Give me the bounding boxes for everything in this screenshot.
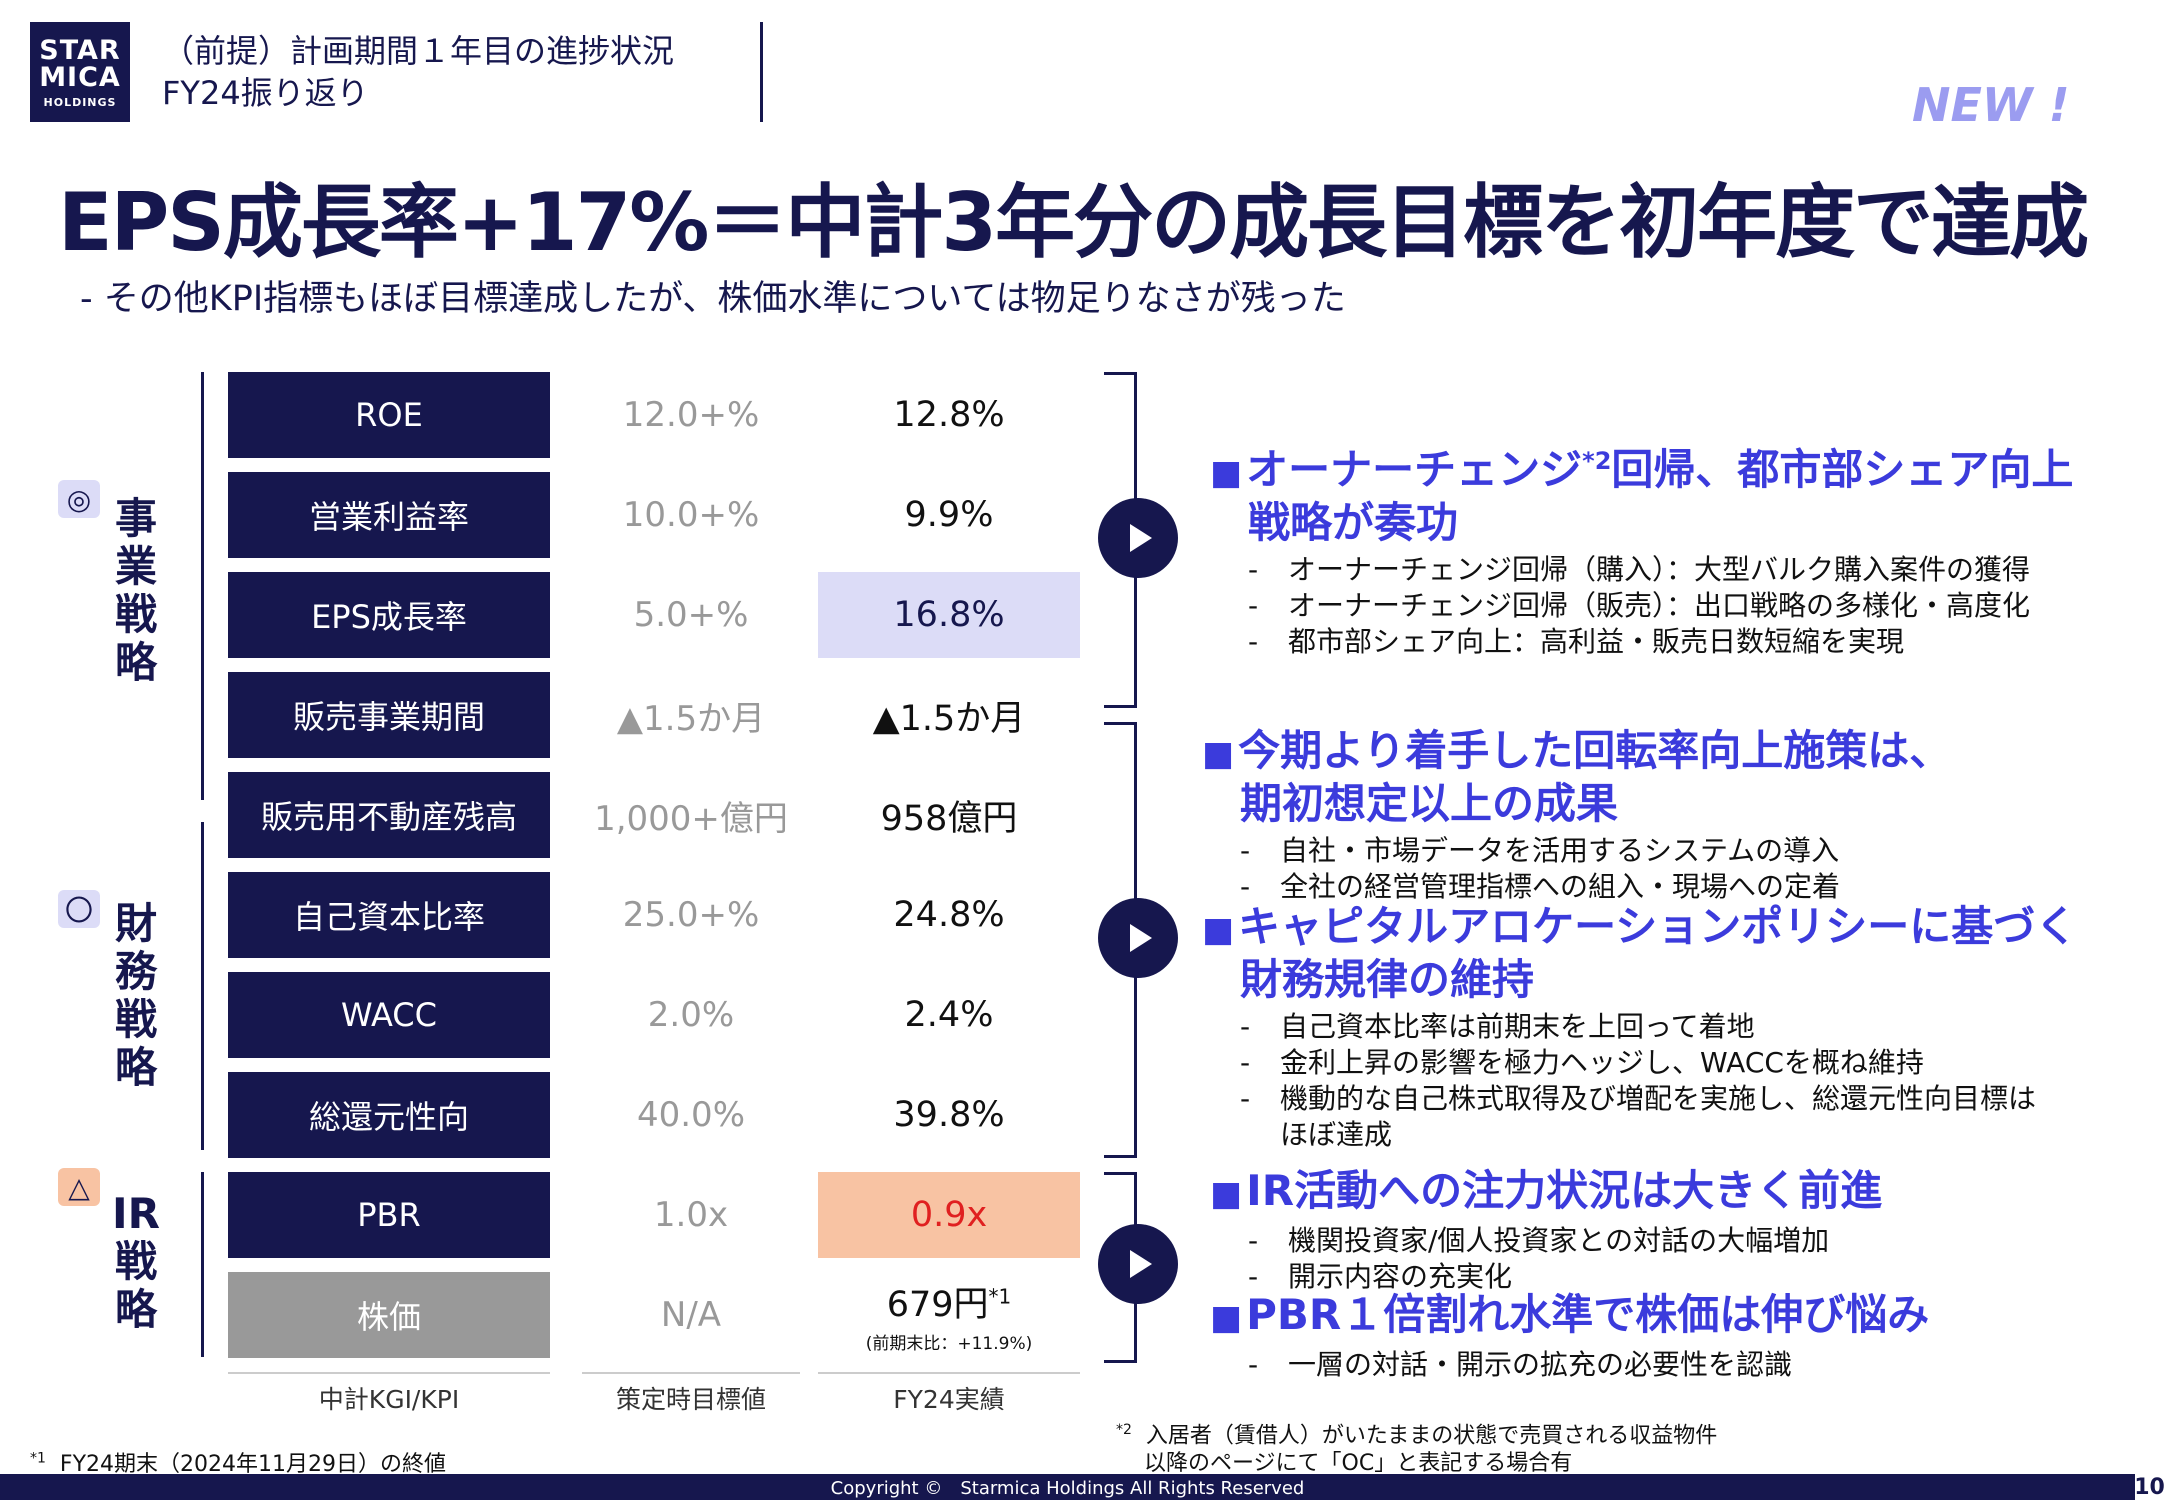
- footnote-ref: *1: [988, 1284, 1012, 1309]
- double-circle-icon: ◎: [58, 480, 100, 518]
- target-value: 1.0x: [653, 1195, 729, 1235]
- kpi-label-wacc: WACC: [228, 972, 550, 1058]
- kpi-label-stock-price: 株価: [228, 1272, 550, 1358]
- section-ir: ■IR活動への注力状況は大きく前進 - 機関投資家/個人投資家との対話の大幅増加 …: [1210, 1166, 1882, 1295]
- actual-value: 39.8%: [893, 1095, 1005, 1135]
- section-heading: ■キャピタルアロケーションポリシーに基づく 財務規律の維持: [1202, 902, 2078, 1004]
- kpi-label-eps-growth: EPS成長率: [228, 572, 550, 658]
- kpi-label-equity-ratio: 自己資本比率: [228, 872, 550, 958]
- arrow-right-icon: [1098, 898, 1178, 978]
- section-bullets: - 機関投資家/個人投資家との対話の大幅増加 - 開示内容の充実化: [1248, 1224, 1830, 1293]
- actual-value: 2.4%: [904, 995, 994, 1035]
- target-value: ▲1.5か月: [616, 698, 766, 739]
- footer-copyright: Copyright © Starmica Holdings All Rights…: [0, 1474, 2135, 1500]
- section-pbr: ■PBR１倍割れ水準で株価は伸び悩み - 一層の対話・開示の拡充の必要性を認識: [1210, 1290, 1929, 1383]
- section-heading: ■IR活動への注力状況は大きく前進: [1210, 1166, 1883, 1215]
- square-bullet-icon: ■: [1210, 1174, 1243, 1214]
- footnote-1: *1 FY24期末（2024年11月29日）の終値: [30, 1450, 446, 1477]
- column-header-target: 策定時目標値: [615, 1385, 766, 1414]
- circle-icon: 〇: [58, 890, 100, 928]
- page-number: 10: [2134, 1474, 2165, 1500]
- section-bullets: - オーナーチェンジ回帰（購入）：大型バルク購入案件の獲得 - オーナーチェンジ回帰…: [1248, 553, 2031, 658]
- target-value: 12.0+%: [622, 395, 760, 435]
- category-name-business: 事業戦略: [114, 494, 157, 687]
- kpi-label-roe: ROE: [228, 372, 550, 458]
- target-value: 1,000+億円: [594, 798, 788, 839]
- actual-value: 12.8%: [893, 395, 1005, 435]
- new-badge: NEW !: [1912, 78, 2070, 132]
- triangle-icon: △: [58, 1168, 100, 1206]
- column-header-actual: FY24実績: [893, 1385, 1005, 1414]
- actual-value-highlight: 16.8%: [818, 572, 1080, 658]
- square-bullet-icon: ■: [1210, 1298, 1243, 1338]
- company-logo: STAR MICA HOLDINGS: [30, 22, 130, 122]
- kpi-label-pbr: PBR: [228, 1172, 550, 1258]
- logo-text-mica: MICA: [39, 61, 121, 93]
- kpi-label-inventory: 販売用不動産残高: [228, 772, 550, 858]
- arrow-right-icon: [1098, 498, 1178, 578]
- target-value: 2.0%: [647, 995, 735, 1035]
- category-name-ir: IR戦略: [112, 1189, 160, 1334]
- section-header-line2: FY24振り返り: [162, 74, 369, 112]
- category-bar-ir: [201, 1172, 204, 1357]
- section-bullets: - 一層の対話・開示の拡充の必要性を認識: [1248, 1348, 1793, 1381]
- stock-price-value: 679円: [886, 1285, 989, 1325]
- kpi-label-payout: 総還元性向: [228, 1072, 550, 1158]
- column-header-kpi: 中計KGI/KPI: [318, 1385, 460, 1414]
- square-bullet-icon: ■: [1210, 453, 1243, 493]
- section-heading: ■オーナーチェンジ*2回帰、都市部シェア向上 戦略が奏功: [1210, 445, 2074, 547]
- section-heading: ■今期より着手した回転率向上施策は、 期初想定以上の成果: [1202, 726, 1952, 828]
- actual-value: ▲1.5か月: [872, 698, 1026, 739]
- page-subtitle: - その他KPI指標もほぼ目標達成したが、株価水準については物足りなさが残った: [80, 279, 1346, 319]
- footnote-2: *2 入居者（賃借人）がいたままの状態で売買される収益物件 以降のページにて「O…: [1116, 1422, 1718, 1477]
- header-divider: [760, 22, 763, 122]
- footnote-ref: *2: [1582, 447, 1612, 475]
- actual-value: 24.8%: [893, 895, 1005, 935]
- logo-text-star: STAR: [39, 34, 121, 66]
- section-header-line1: （前提）計画期間１年目の進捗状況: [162, 32, 675, 70]
- kpi-label-operating-margin: 営業利益率: [228, 472, 550, 558]
- stock-price-change-note: (前期末比：+11.9%): [865, 1334, 1033, 1354]
- arrow-right-icon: [1098, 1224, 1178, 1304]
- logo-text-holdings: HOLDINGS: [43, 95, 117, 109]
- column-divider: [228, 1372, 550, 1374]
- page-title: EPS成長率+17%＝中計3年分の成長目標を初年度で達成: [58, 176, 2089, 269]
- target-value: 40.0%: [636, 1095, 745, 1135]
- section-bullets: - 自己資本比率は前期末を上回って着地 - 金利上昇の影響を極力ヘッジし、WACCを…: [1240, 1010, 2037, 1151]
- target-value: 5.0+%: [633, 595, 749, 635]
- actual-value-alert: 0.9x: [818, 1172, 1080, 1258]
- kpi-label-sales-period: 販売事業期間: [228, 672, 550, 758]
- section-capital-allocation: ■キャピタルアロケーションポリシーに基づく 財務規律の維持 - 自己資本比率は前期…: [1202, 902, 2077, 1153]
- category-bar-business: [201, 372, 204, 800]
- section-heading: ■PBR１倍割れ水準で株価は伸び悩み: [1210, 1290, 1930, 1339]
- section-turnover: ■今期より着手した回転率向上施策は、 期初想定以上の成果 - 自社・市場データを活…: [1202, 726, 1951, 905]
- square-bullet-icon: ■: [1202, 734, 1235, 774]
- target-value: 25.0+%: [622, 895, 760, 935]
- square-bullet-icon: ■: [1202, 910, 1235, 950]
- category-name-finance: 財務戦略: [114, 899, 157, 1092]
- target-value: 10.0+%: [622, 495, 760, 535]
- category-bar-finance: [201, 822, 204, 1150]
- column-divider: [818, 1372, 1080, 1374]
- section-bullets: - 自社・市場データを活用するシステムの導入 - 全社の経営管理指標への組入・現場へ…: [1240, 834, 1841, 903]
- actual-value-stock-price: 679円*1 (前期末比：+11.9%): [818, 1272, 1080, 1358]
- section-business: ■オーナーチェンジ*2回帰、都市部シェア向上 戦略が奏功 - オーナーチェンジ回帰…: [1210, 436, 2073, 660]
- column-divider: [582, 1372, 800, 1374]
- section-header: （前提）計画期間１年目の進捗状況 FY24振り返り: [162, 30, 674, 114]
- actual-value: 958億円: [880, 798, 1018, 839]
- actual-value: 9.9%: [904, 495, 994, 535]
- target-value: N/A: [660, 1295, 722, 1335]
